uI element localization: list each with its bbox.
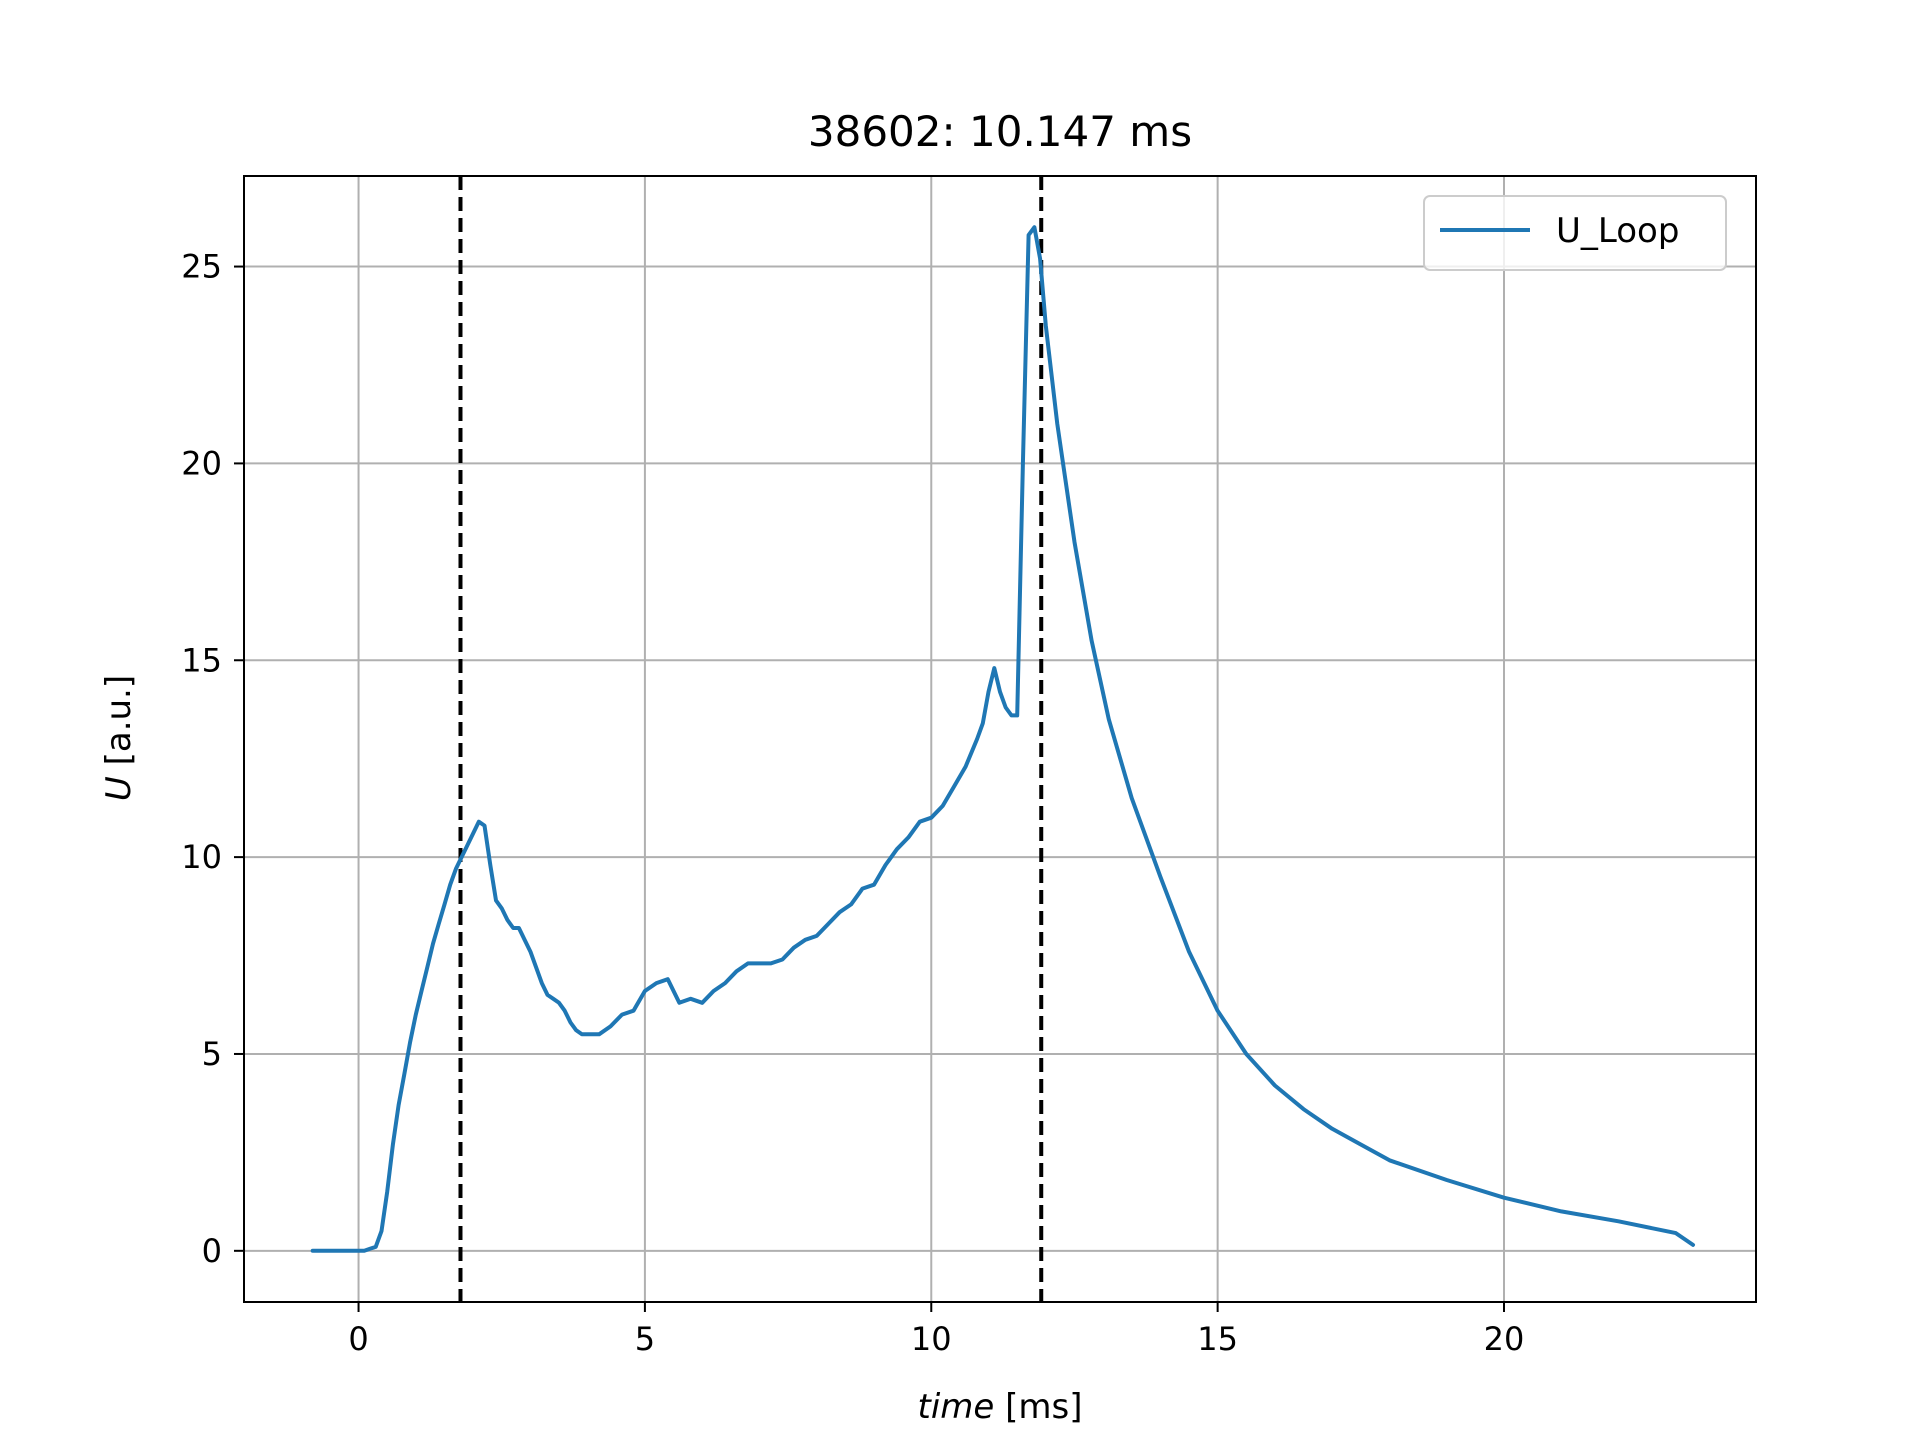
y-axis-label-quantity: U <box>99 776 139 801</box>
y-tick-label: 15 <box>181 641 222 679</box>
x-tick-label: 10 <box>911 1320 952 1358</box>
legend-box <box>1423 195 1727 271</box>
grid <box>244 176 1756 1302</box>
x-axis-label-unit: [ms] <box>994 1387 1082 1427</box>
x-tick-label: 20 <box>1484 1320 1525 1358</box>
y-tick-label: 20 <box>181 444 222 482</box>
y-tick-label: 25 <box>181 248 222 286</box>
y-axis-ticks: 0 5 10 15 20 25 <box>181 248 244 1270</box>
legend-label-u-loop: U_Loop <box>1556 211 1679 251</box>
x-tick-label: 5 <box>635 1320 655 1358</box>
x-tick-label: 15 <box>1197 1320 1238 1358</box>
y-tick-label: 5 <box>202 1035 222 1073</box>
x-tick-label: 0 <box>348 1320 368 1358</box>
chart-title: 38602: 10.147 ms <box>808 107 1192 156</box>
y-tick-label: 0 <box>202 1232 222 1270</box>
y-axis-label: U [a.u.] <box>99 675 139 801</box>
x-axis-ticks: 0 5 10 15 20 <box>348 1302 1524 1358</box>
legend: U_Loop <box>1423 195 1727 271</box>
y-axis-label-unit: [a.u.] <box>99 675 139 776</box>
x-axis-label-quantity: time <box>918 1387 995 1427</box>
plot-frame <box>243 175 1757 1303</box>
reference-lines <box>458 176 1044 1302</box>
series-layer <box>310 225 1695 1253</box>
series-line-u-loop <box>310 225 1695 1253</box>
y-tick-label: 10 <box>181 838 222 876</box>
x-axis-label: time [ms] <box>918 1387 1083 1427</box>
